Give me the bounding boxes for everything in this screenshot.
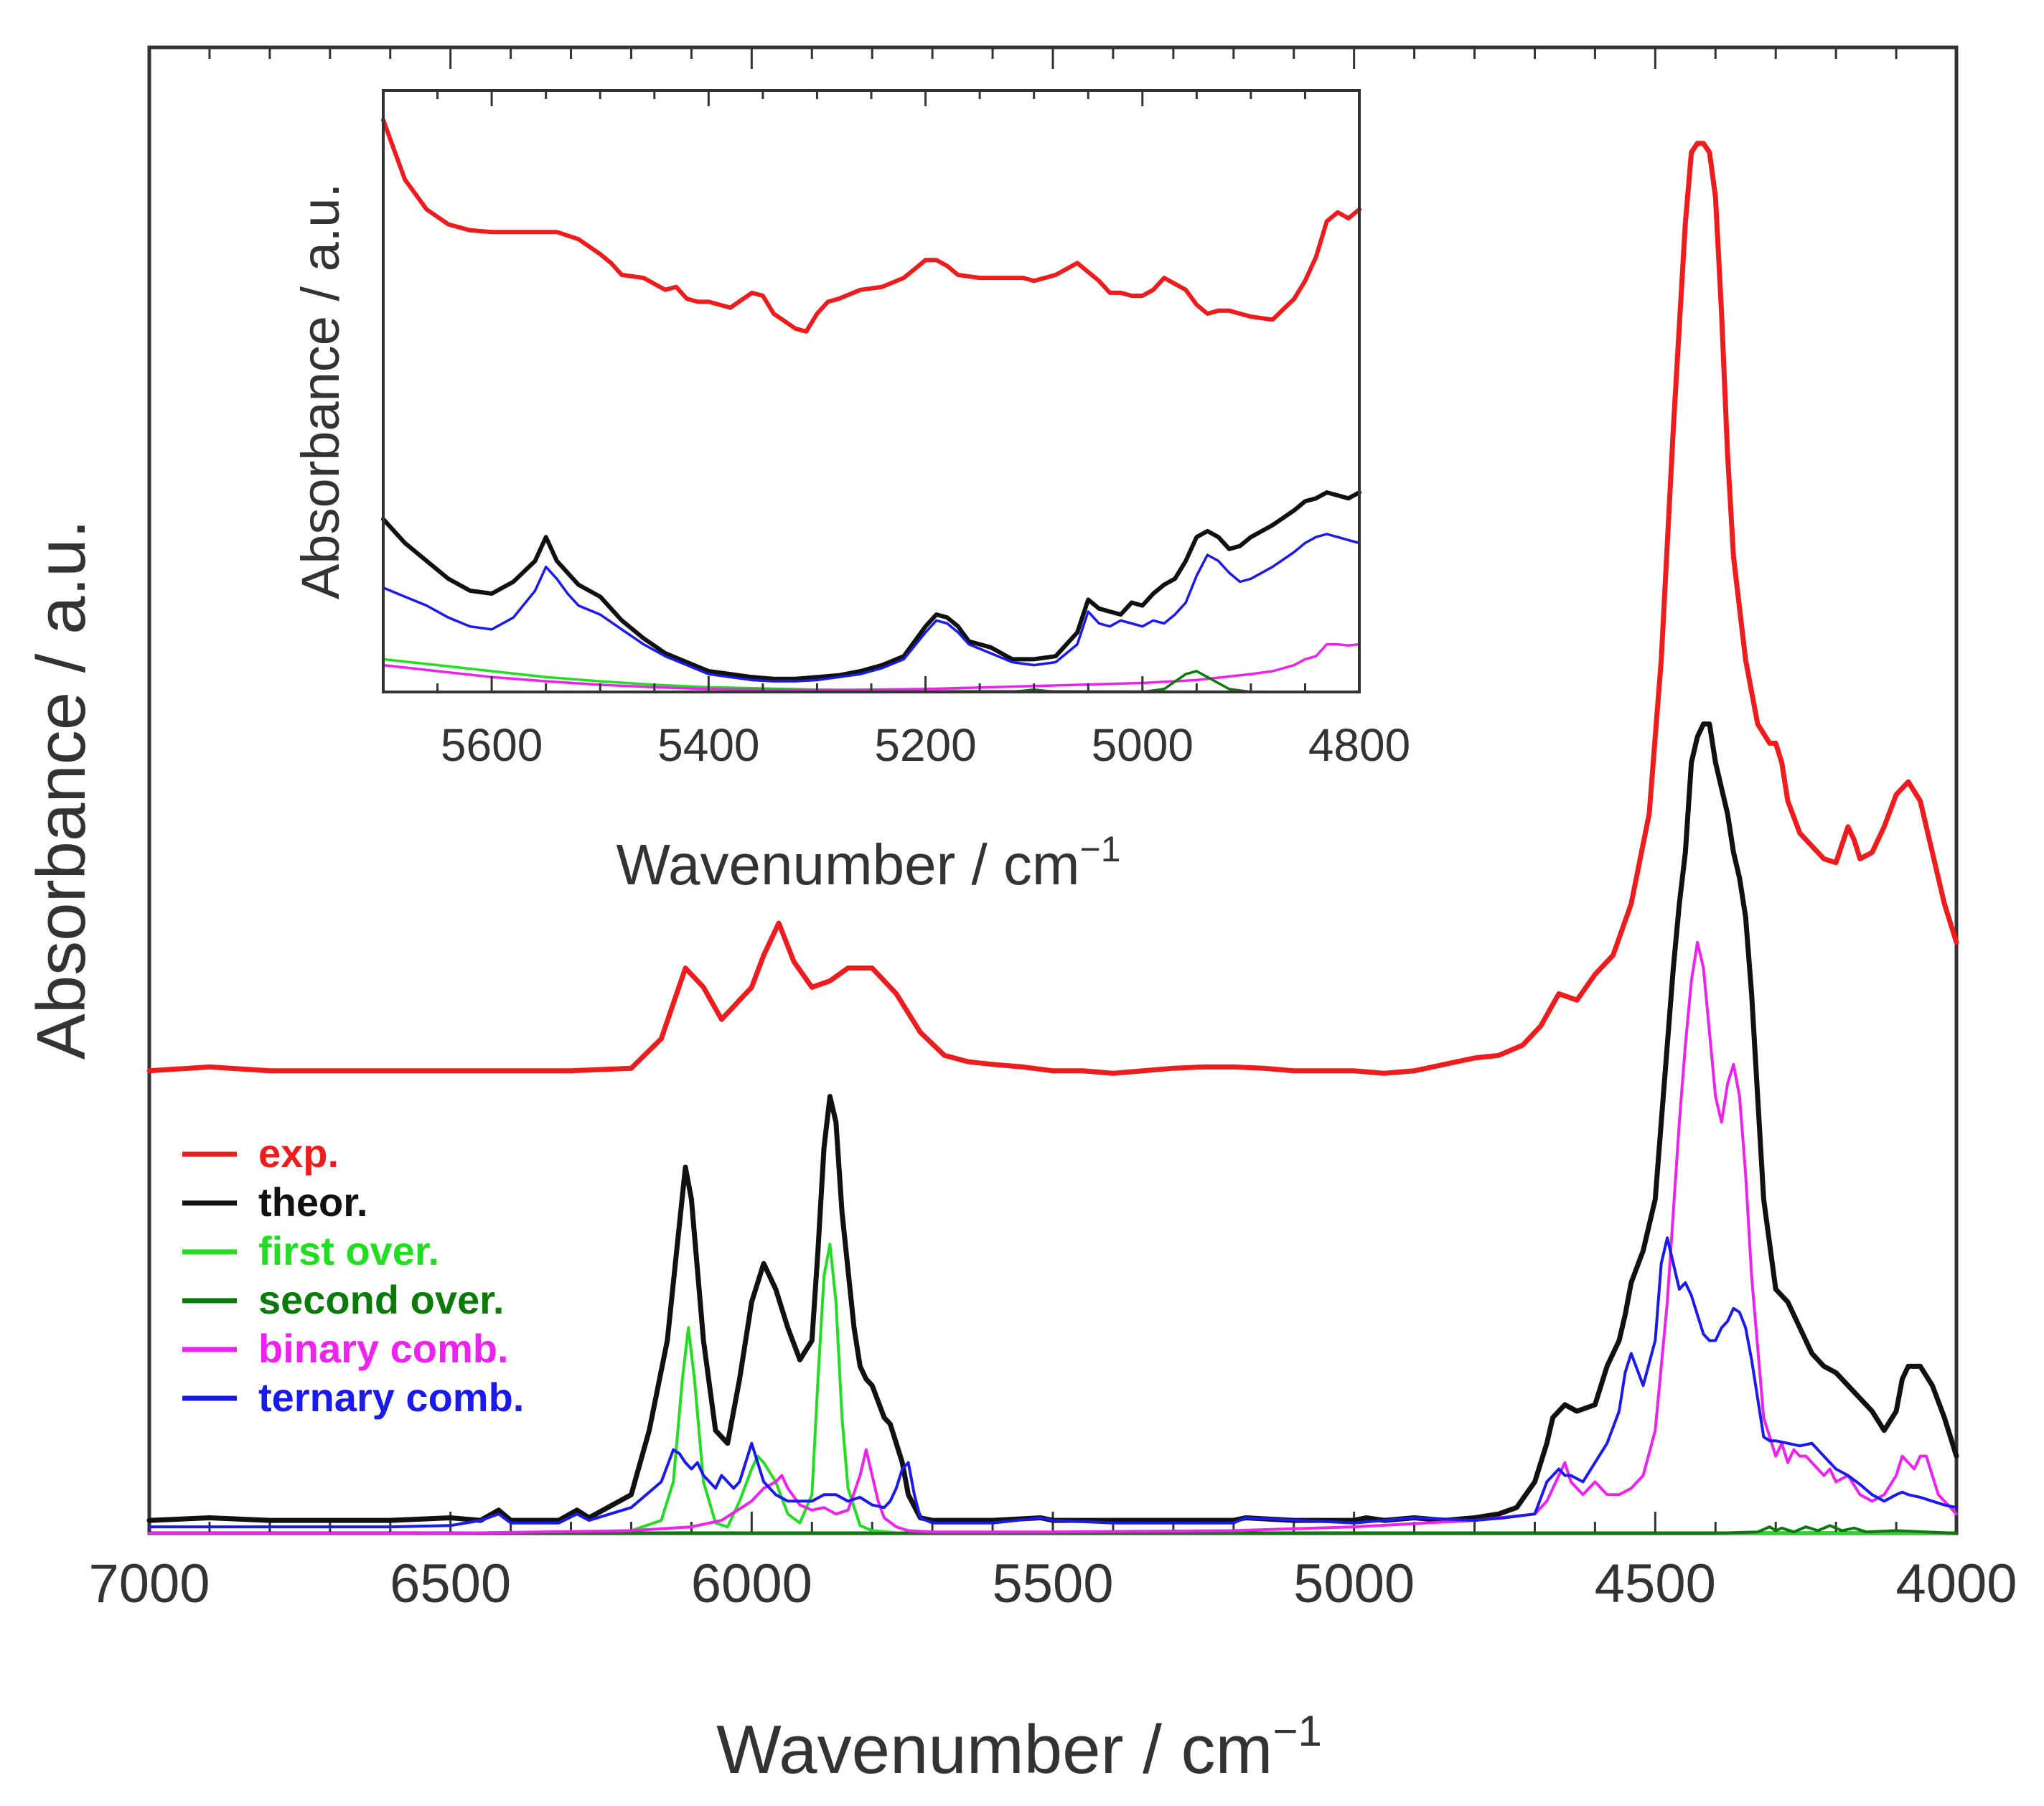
inset-x-tick-labels: 5600 5400 5200 5000 4800 xyxy=(441,719,1410,771)
series-line-theor xyxy=(381,490,1361,681)
series-line-exp xyxy=(381,118,1361,334)
x-tick-label-5600: 5600 xyxy=(441,719,543,771)
x-tick-label-7000: 7000 xyxy=(88,1553,210,1614)
legend-item-ternary-comb: ternary comb. xyxy=(182,1375,524,1420)
legend-item-binary-comb: binary comb. xyxy=(182,1326,509,1371)
legend-item-exp: exp. xyxy=(182,1131,339,1176)
legend-label-second-over: second over. xyxy=(258,1277,504,1322)
main-y-axis-label: Absorbance / a.u. xyxy=(23,520,100,1059)
legend: exp.theor.first over.second over.binary … xyxy=(182,1131,524,1420)
series-line-ternary-comb xyxy=(382,533,1361,683)
inset-x-axis-label-text: Wavenumber / cm xyxy=(616,833,1079,897)
main-x-axis-label: Wavenumber / cm−1 xyxy=(716,1707,1322,1788)
x-tick-label-5200: 5200 xyxy=(874,719,976,771)
x-tick-label-5500: 5500 xyxy=(992,1553,1113,1614)
series-line-second-over xyxy=(148,1524,1958,1535)
x-tick-label-4800: 4800 xyxy=(1308,719,1410,771)
main-x-axis-label-text: Wavenumber / cm xyxy=(716,1711,1272,1788)
x-tick-label-6500: 6500 xyxy=(390,1553,511,1614)
x-tick-label-5400: 5400 xyxy=(657,719,759,771)
main-plot: 7000 6500 6000 5500 5000 4500 4000 Absorbance … xyxy=(23,45,2017,1788)
legend-label-theor: theor. xyxy=(258,1179,367,1225)
inset-x-axis-label: Wavenumber / cm−1 xyxy=(616,829,1120,897)
series-line-theor xyxy=(146,721,1959,1523)
x-tick-label-4500: 4500 xyxy=(1595,1553,1716,1614)
legend-item-second-over: second over. xyxy=(182,1277,504,1322)
series-line-binary-comb xyxy=(148,940,1958,1535)
main-series xyxy=(146,141,1959,1535)
legend-label-ternary-comb: ternary comb. xyxy=(258,1375,524,1420)
x-tick-label-5000: 5000 xyxy=(1293,1553,1415,1614)
legend-label-first-over: first over. xyxy=(258,1228,439,1273)
series-line-exp xyxy=(146,141,1959,1076)
legend-item-first-over: first over. xyxy=(182,1228,439,1273)
x-tick-label-6000: 6000 xyxy=(691,1553,812,1614)
legend-item-theor: theor. xyxy=(182,1179,367,1225)
inset-x-axis-label-sup: −1 xyxy=(1080,829,1121,869)
inset-y-axis-label: Absorbance / a.u. xyxy=(291,183,350,599)
series-line-ternary-comb xyxy=(148,1236,1958,1529)
main-x-tick-labels: 7000 6500 6000 5500 5000 4500 4000 xyxy=(88,1553,2017,1614)
x-tick-label-4000: 4000 xyxy=(1895,1553,2017,1614)
main-x-axis-label-sup: −1 xyxy=(1272,1707,1321,1755)
inset-plot: 5600 5400 5200 5000 4800 Absorbance / a.u. W… xyxy=(291,89,1410,897)
main-x-ticks xyxy=(148,47,1958,1533)
legend-label-binary-comb: binary comb. xyxy=(258,1326,509,1371)
inset-plot-background xyxy=(383,90,1359,692)
inset-x-ticks xyxy=(382,90,1361,692)
x-tick-label-5000: 5000 xyxy=(1092,719,1194,771)
legend-label-exp: exp. xyxy=(258,1131,339,1176)
